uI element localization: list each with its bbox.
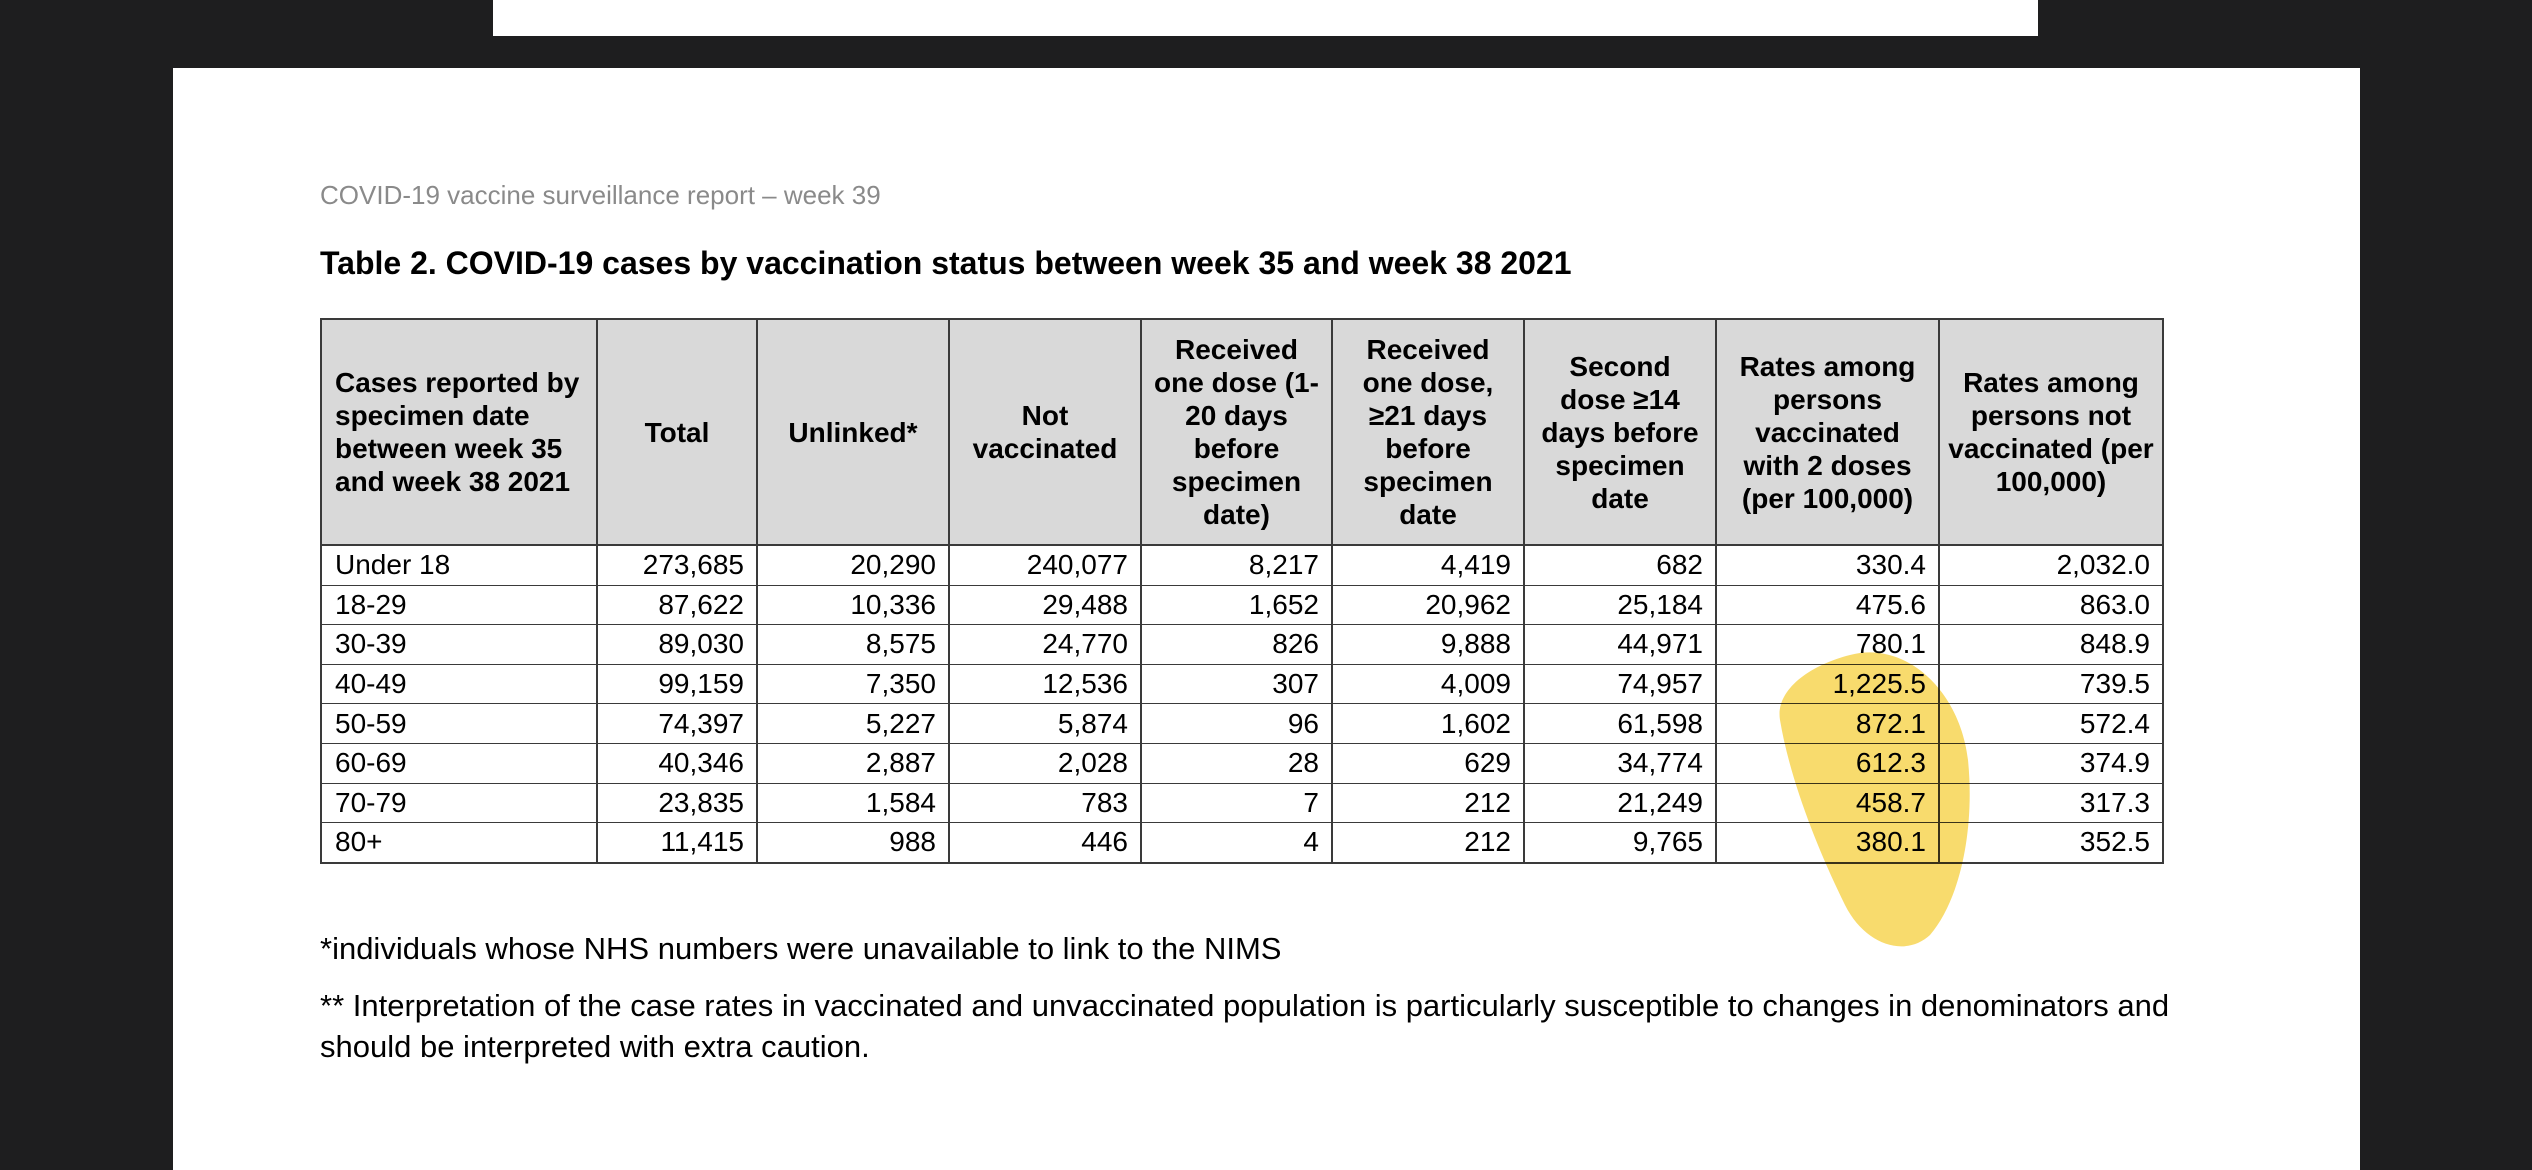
table-row: 80+ 11,415 988 446 4 212 9,765 380.1 352.5 <box>320 822 2164 864</box>
table-cell: 1,584 <box>756 782 950 823</box>
table-cell: 629 <box>1331 742 1525 784</box>
table-cell: 10,336 <box>756 584 950 625</box>
table-cell: 780.1 <box>1715 624 1940 665</box>
table-cell: 380.1 <box>1715 822 1940 864</box>
table-cell: 2,887 <box>756 742 950 784</box>
table-cell: 96 <box>1140 703 1333 744</box>
table-cell: 74,397 <box>596 703 758 744</box>
table-row: 70-79 23,835 1,584 783 7 212 21,249 458.7 317.3 <box>320 782 2164 823</box>
table-cell: 739.5 <box>1938 663 2164 704</box>
table-cell: 8,575 <box>756 624 950 665</box>
header-row: Cases reported by specimen date between … <box>320 318 2164 546</box>
table-cell: 20,962 <box>1331 584 1525 625</box>
table-cell: 4,009 <box>1331 663 1525 704</box>
table-cell: 612.3 <box>1715 742 1940 784</box>
column-header: Total <box>596 318 758 546</box>
table-cell: 1,225.5 <box>1715 663 1940 704</box>
table-cell: 7 <box>1140 782 1333 823</box>
table-cell: 317.3 <box>1938 782 2164 823</box>
table-cell: 61,598 <box>1523 703 1717 744</box>
table-cell: 21,249 <box>1523 782 1717 823</box>
table-cell: 8,217 <box>1140 545 1333 586</box>
table-row: 50-59 74,397 5,227 5,874 96 1,602 61,598 872.1 5… <box>320 703 2164 744</box>
table-cell: 12,536 <box>948 663 1142 704</box>
table-cell: 1,602 <box>1331 703 1525 744</box>
table-cell: 25,184 <box>1523 584 1717 625</box>
table-cell: 872.1 <box>1715 703 1940 744</box>
table-row: 18-29 87,622 10,336 29,488 1,652 20,962 25,184… <box>320 584 2164 625</box>
table-cell: 572.4 <box>1938 703 2164 744</box>
row-label: 80+ <box>320 822 598 864</box>
table-cell: 20,290 <box>756 545 950 586</box>
table-cell: 23,835 <box>596 782 758 823</box>
table-title: Table 2. COVID-19 cases by vaccination s… <box>320 245 1572 281</box>
table-cell: 783 <box>948 782 1142 823</box>
table-cell: 89,030 <box>596 624 758 665</box>
table-cell: 2,032.0 <box>1938 545 2164 586</box>
table-cell: 7,350 <box>756 663 950 704</box>
row-label: 60-69 <box>320 742 598 784</box>
table-row: 60-69 40,346 2,887 2,028 28 629 34,774 612.3 374… <box>320 742 2164 784</box>
table-cell: 44,971 <box>1523 624 1717 665</box>
table-cell: 863.0 <box>1938 584 2164 625</box>
table-cell: 352.5 <box>1938 822 2164 864</box>
column-header: Cases reported by specimen date between … <box>320 318 598 546</box>
table-cell: 826 <box>1140 624 1333 665</box>
column-header: Not vaccinated <box>948 318 1142 546</box>
table-cell: 682 <box>1523 545 1717 586</box>
table-cell: 24,770 <box>948 624 1142 665</box>
table-cell: 87,622 <box>596 584 758 625</box>
document-page: COVID-19 vaccine surveillance report – w… <box>173 68 2360 1170</box>
column-header: Rates among persons not vaccinated (per … <box>1938 318 2164 546</box>
table-cell: 374.9 <box>1938 742 2164 784</box>
table-cell: 273,685 <box>596 545 758 586</box>
table-cell: 4 <box>1140 822 1333 864</box>
table-cell: 5,227 <box>756 703 950 744</box>
column-header: Received one dose (1-20 days before spec… <box>1140 318 1333 546</box>
row-label: Under 18 <box>320 545 598 586</box>
table-cell: 475.6 <box>1715 584 1940 625</box>
table-cell: 9,888 <box>1331 624 1525 665</box>
table-cell: 330.4 <box>1715 545 1940 586</box>
table-cell: 446 <box>948 822 1142 864</box>
footnote: ** Interpretation of the case rates in v… <box>320 988 2170 1064</box>
table-cell: 212 <box>1331 782 1525 823</box>
row-label: 40-49 <box>320 663 598 704</box>
table-cell: 5,874 <box>948 703 1142 744</box>
table-cell: 307 <box>1140 663 1333 704</box>
table-cell: 99,159 <box>596 663 758 704</box>
footnote: *individuals whose NHS numbers were unav… <box>320 931 1282 966</box>
table-cell: 240,077 <box>948 545 1142 586</box>
column-header: Received one dose, ≥21 days before speci… <box>1331 318 1525 546</box>
table-cell: 1,652 <box>1140 584 1333 625</box>
table-cell: 848.9 <box>1938 624 2164 665</box>
table-cell: 74,957 <box>1523 663 1717 704</box>
table-cell: 2,028 <box>948 742 1142 784</box>
table-row: 40-49 99,159 7,350 12,536 307 4,009 74,957 1,22… <box>320 663 2164 704</box>
row-label: 18-29 <box>320 584 598 625</box>
column-header: Rates among persons vaccinated with 2 do… <box>1715 318 1940 546</box>
table-body: Under 18 273,685 20,290 240,077 8,217 4,419 68… <box>320 545 2164 864</box>
column-header: Unlinked* <box>756 318 950 546</box>
row-label: 30-39 <box>320 624 598 665</box>
top-bar <box>493 0 2038 36</box>
table-cell: 11,415 <box>596 822 758 864</box>
table-cell: 40,346 <box>596 742 758 784</box>
table-cell: 9,765 <box>1523 822 1717 864</box>
row-label: 50-59 <box>320 703 598 744</box>
table-cell: 4,419 <box>1331 545 1525 586</box>
table-cell: 34,774 <box>1523 742 1717 784</box>
table-row: Under 18 273,685 20,290 240,077 8,217 4,419 68… <box>320 545 2164 586</box>
table-cell: 458.7 <box>1715 782 1940 823</box>
column-header: Second dose ≥14 days before specimen dat… <box>1523 318 1717 546</box>
table-cell: 212 <box>1331 822 1525 864</box>
table-cell: 988 <box>756 822 950 864</box>
table-cell: 28 <box>1140 742 1333 784</box>
data-table: Cases reported by specimen date between … <box>320 318 2164 864</box>
table-row: 30-39 89,030 8,575 24,770 826 9,888 44,971 780.… <box>320 624 2164 665</box>
running-title: COVID-19 vaccine surveillance report – w… <box>320 180 881 210</box>
table-cell: 29,488 <box>948 584 1142 625</box>
row-label: 70-79 <box>320 782 598 823</box>
